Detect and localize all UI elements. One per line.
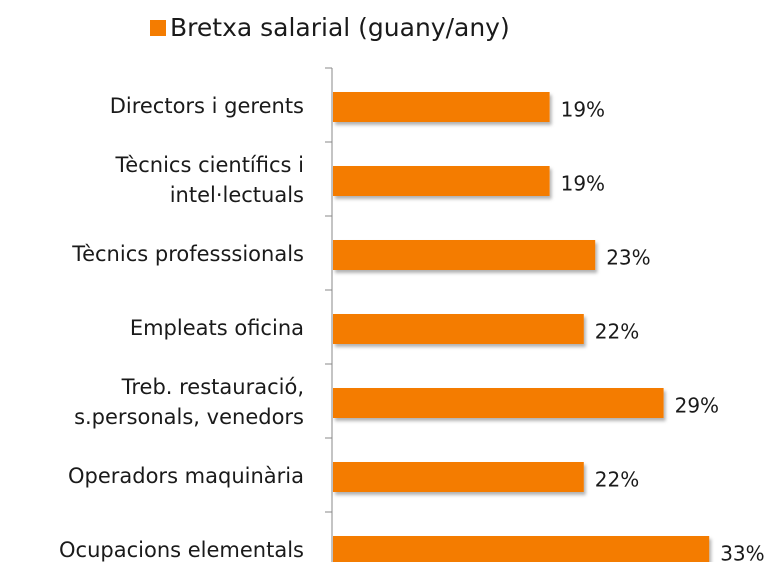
legend-swatch xyxy=(150,20,166,36)
bar xyxy=(333,388,664,418)
value-label: 22% xyxy=(595,320,639,344)
value-label: 22% xyxy=(595,468,639,492)
bar xyxy=(333,536,710,562)
category-label: Treb. restauració, s.personals, venedors xyxy=(74,375,304,429)
value-label: 33% xyxy=(720,542,764,562)
category-label: Empleats oficina xyxy=(130,316,304,340)
bar xyxy=(333,462,584,492)
bar xyxy=(333,240,596,270)
value-label: 19% xyxy=(561,98,605,122)
category-label: Ocupacions elementals xyxy=(59,538,304,562)
legend-label: Bretxa salarial (guany/any) xyxy=(170,13,510,42)
category-label: Tècnics professsionals xyxy=(71,242,304,266)
category-label: Directors i gerents xyxy=(110,94,304,118)
bar xyxy=(333,166,550,196)
category-label: Tècnics científics i intel·lectuals xyxy=(114,153,304,207)
value-label: 29% xyxy=(675,394,719,418)
value-label: 23% xyxy=(606,246,650,270)
bar xyxy=(333,314,584,344)
bar xyxy=(333,92,550,122)
value-label: 19% xyxy=(561,172,605,196)
category-label: Operadors maquinària xyxy=(68,464,304,488)
